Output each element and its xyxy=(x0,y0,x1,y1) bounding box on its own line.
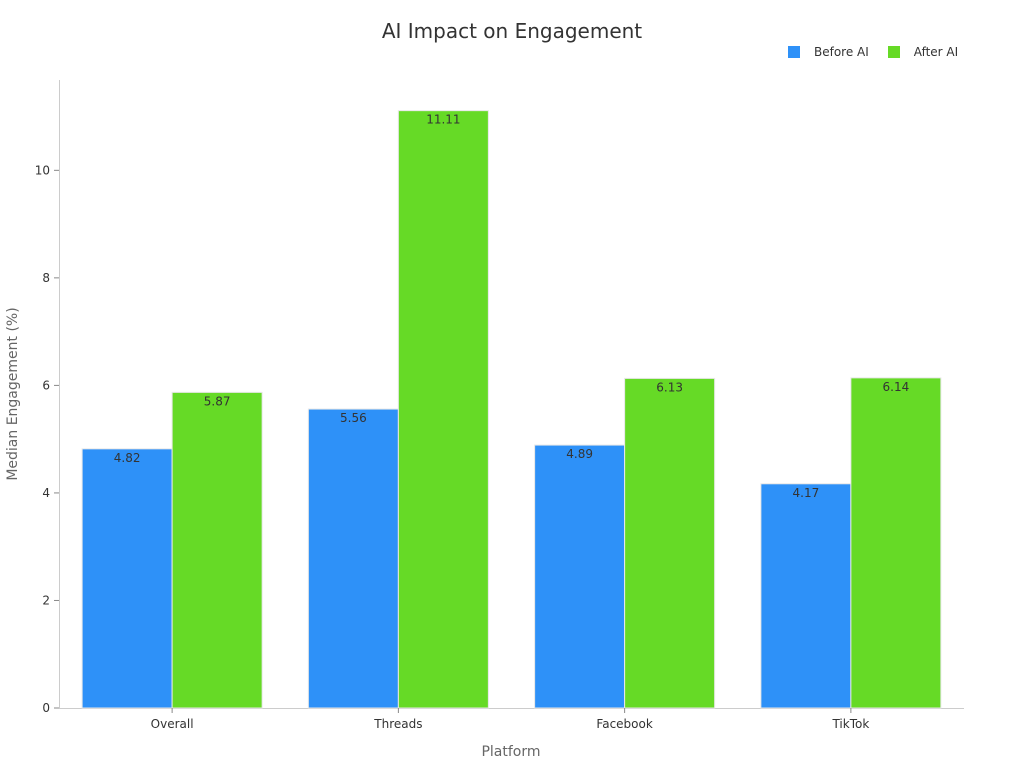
x-axis-ticks: Overall Threads Facebook TikTok xyxy=(151,708,869,731)
bar-after-overall[interactable] xyxy=(171,391,263,709)
legend-item-before[interactable]: Before AI xyxy=(788,45,869,59)
y-tick-label: 2 xyxy=(42,593,50,607)
bar-value-label: 4.82 xyxy=(114,451,141,465)
y-tick-label: 8 xyxy=(42,271,50,285)
legend-label-after: After AI xyxy=(913,45,959,59)
y-tick-label: 4 xyxy=(42,486,50,500)
x-tick-label: Overall xyxy=(151,717,194,731)
bar-value-label: 6.13 xyxy=(656,380,683,394)
bar-value-label: 4.89 xyxy=(566,447,593,461)
bar-value-label: 6.14 xyxy=(883,380,910,394)
y-axis-label: Median Engagement (%) xyxy=(5,307,21,480)
bar-before-facebook[interactable] xyxy=(534,444,626,709)
legend-label-before: Before AI xyxy=(814,45,869,59)
bar-value-label: 4.17 xyxy=(793,486,820,500)
bar-before-tiktok[interactable] xyxy=(760,483,852,709)
y-tick-label: 0 xyxy=(42,701,50,715)
legend: Before AI After AI xyxy=(788,45,977,59)
y-axis-ticks: 0 2 4 6 8 10 xyxy=(35,163,59,715)
x-tick-label: TikTok xyxy=(831,717,869,731)
legend-swatch-after xyxy=(887,46,900,58)
legend-swatch-before xyxy=(788,46,800,58)
bar-value-label: 11.11 xyxy=(426,113,460,127)
y-tick-label: 10 xyxy=(35,163,50,177)
x-tick-label: Threads xyxy=(373,717,422,731)
bar-after-tiktok[interactable] xyxy=(850,377,942,709)
y-tick-label: 6 xyxy=(42,378,50,392)
bars xyxy=(81,110,942,709)
bar-after-threads[interactable] xyxy=(397,110,489,709)
x-tick-label: Facebook xyxy=(596,717,652,731)
chart-title: AI Impact on Engagement xyxy=(381,19,643,43)
bar-after-facebook[interactable] xyxy=(624,377,716,709)
bar-value-label: 5.87 xyxy=(204,394,231,408)
bar-before-overall[interactable] xyxy=(81,448,173,709)
bar-before-threads[interactable] xyxy=(307,408,399,709)
legend-item-after[interactable]: After AI xyxy=(887,45,959,59)
x-axis-label: Platform xyxy=(481,744,540,760)
bar-value-label: 5.56 xyxy=(340,411,367,425)
bar-value-labels: 4.82 5.87 5.56 11.11 4.89 6.13 4.17 6.14 xyxy=(114,113,909,500)
